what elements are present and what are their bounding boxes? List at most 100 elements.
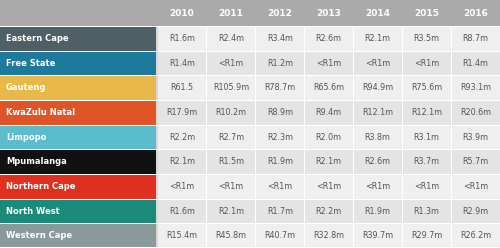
Bar <box>158 0 500 248</box>
Bar <box>354 52 402 75</box>
Text: R2.6m: R2.6m <box>316 34 342 43</box>
Bar <box>256 101 304 125</box>
Text: R10.2m: R10.2m <box>216 108 246 117</box>
Bar <box>452 175 500 199</box>
Text: <R1m: <R1m <box>316 59 342 67</box>
Bar <box>207 150 256 174</box>
Text: R3.5m: R3.5m <box>414 34 440 43</box>
Bar <box>256 76 304 100</box>
Bar <box>452 101 500 125</box>
Bar <box>402 224 451 248</box>
Bar <box>305 52 353 75</box>
Bar <box>452 224 500 248</box>
Text: R20.6m: R20.6m <box>460 108 491 117</box>
Text: R8.9m: R8.9m <box>267 108 293 117</box>
Bar <box>402 27 451 51</box>
Bar <box>0 150 156 174</box>
Text: R29.7m: R29.7m <box>411 231 442 240</box>
Bar <box>256 126 304 149</box>
Bar <box>452 150 500 174</box>
Text: <R1m: <R1m <box>170 182 194 191</box>
Bar <box>256 224 304 248</box>
Text: R1.6m: R1.6m <box>169 34 195 43</box>
Text: R3.9m: R3.9m <box>462 132 488 142</box>
Text: R2.0m: R2.0m <box>316 132 342 142</box>
Bar <box>0 101 156 125</box>
Text: KwaZulu Natal: KwaZulu Natal <box>6 108 75 117</box>
Bar <box>354 175 402 199</box>
Bar <box>207 101 256 125</box>
Bar <box>352 26 354 248</box>
Bar <box>354 200 402 223</box>
Bar <box>207 200 256 223</box>
Text: R1.4m: R1.4m <box>462 59 488 67</box>
Bar <box>305 200 353 223</box>
Text: 2012: 2012 <box>268 8 292 18</box>
Text: Mpumalanga: Mpumalanga <box>6 157 67 166</box>
Bar <box>402 200 451 223</box>
Bar <box>402 175 451 199</box>
Text: <R1m: <R1m <box>365 59 390 67</box>
Text: R65.6m: R65.6m <box>313 83 344 92</box>
Bar <box>158 126 206 149</box>
Bar <box>402 101 451 125</box>
Text: 2016: 2016 <box>463 8 488 18</box>
Bar <box>0 0 500 26</box>
Text: R26.2m: R26.2m <box>460 231 491 240</box>
Bar <box>158 76 206 100</box>
Text: R12.1m: R12.1m <box>362 108 393 117</box>
Bar <box>0 26 500 27</box>
Bar <box>452 200 500 223</box>
Bar <box>0 199 500 200</box>
Bar <box>158 175 206 199</box>
Bar <box>305 224 353 248</box>
Text: R3.1m: R3.1m <box>414 132 440 142</box>
Bar <box>0 200 156 223</box>
Text: R39.7m: R39.7m <box>362 231 394 240</box>
Text: R15.4m: R15.4m <box>166 231 198 240</box>
Text: 2010: 2010 <box>170 8 194 18</box>
Bar <box>452 27 500 51</box>
Text: R2.2m: R2.2m <box>169 132 195 142</box>
Bar <box>305 126 353 149</box>
Text: R1.4m: R1.4m <box>169 59 195 67</box>
Bar <box>207 175 256 199</box>
Text: <R1m: <R1m <box>267 182 292 191</box>
Bar <box>0 76 156 100</box>
Text: R94.9m: R94.9m <box>362 83 394 92</box>
Bar <box>158 200 206 223</box>
Bar <box>402 126 451 149</box>
Text: R9.4m: R9.4m <box>316 108 342 117</box>
Bar <box>354 76 402 100</box>
Text: R105.9m: R105.9m <box>213 83 249 92</box>
Text: North West: North West <box>6 207 60 216</box>
Text: Gauteng: Gauteng <box>6 83 46 92</box>
Bar <box>452 52 500 75</box>
Bar <box>0 100 500 101</box>
Text: R2.1m: R2.1m <box>169 157 195 166</box>
Bar <box>207 52 256 75</box>
Text: <R1m: <R1m <box>218 182 244 191</box>
Bar <box>402 52 451 75</box>
Text: R12.1m: R12.1m <box>411 108 442 117</box>
Bar <box>0 52 156 75</box>
Text: R5.7m: R5.7m <box>462 157 488 166</box>
Text: Limpopo: Limpopo <box>6 132 46 142</box>
Bar <box>256 200 304 223</box>
Text: R78.7m: R78.7m <box>264 83 296 92</box>
Text: R2.1m: R2.1m <box>364 34 390 43</box>
Text: 2015: 2015 <box>414 8 439 18</box>
Bar <box>255 26 256 248</box>
Text: R1.9m: R1.9m <box>267 157 293 166</box>
Bar <box>354 27 402 51</box>
Text: R2.2m: R2.2m <box>316 207 342 216</box>
Bar <box>207 126 256 149</box>
Bar <box>452 126 500 149</box>
Bar <box>158 101 206 125</box>
Bar <box>354 150 402 174</box>
Text: R75.6m: R75.6m <box>411 83 442 92</box>
Bar <box>256 52 304 75</box>
Bar <box>158 27 206 51</box>
Text: R2.3m: R2.3m <box>267 132 293 142</box>
Text: R2.6m: R2.6m <box>364 157 390 166</box>
